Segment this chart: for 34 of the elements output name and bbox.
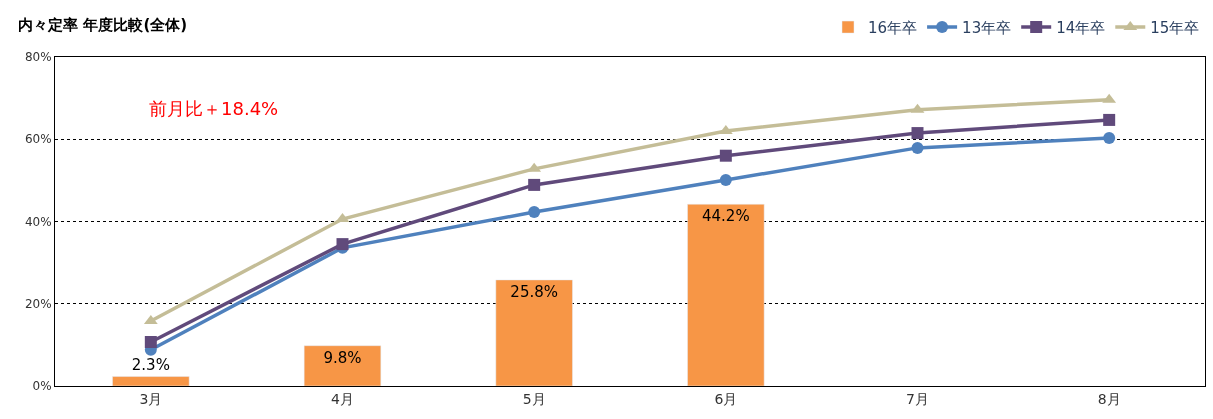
point: [1103, 113, 1116, 126]
x-tick-label: 8月: [1097, 390, 1121, 407]
data-label: 9.8%: [323, 348, 362, 367]
y-tick-label: 80%: [24, 50, 52, 65]
chart-title: 内々定率 年度比較(全体): [18, 16, 188, 35]
point: [911, 141, 924, 154]
point: [719, 149, 732, 162]
x-tick-label: 4月: [331, 390, 354, 407]
x-tick-label: 5月: [522, 390, 546, 407]
bar: [112, 376, 190, 386]
x-tick-label: 6月: [714, 390, 738, 407]
y-tick-label: 20%: [24, 296, 52, 311]
legend-label: 15年卒: [1150, 18, 1200, 37]
point: [528, 206, 541, 219]
point: [911, 127, 924, 140]
x-tick-label: 3月: [139, 390, 163, 407]
point: [528, 178, 541, 191]
y-tick-label: 60%: [24, 132, 52, 147]
bar: [687, 203, 765, 386]
data-label: 2.3%: [131, 355, 170, 374]
legend-label: 13年卒: [962, 18, 1012, 37]
annotation: 前月比＋18.4%: [149, 98, 279, 119]
data-label: 25.8%: [510, 282, 558, 301]
y-tick-label: 0%: [32, 379, 52, 394]
y-tick-label: 40%: [24, 214, 52, 229]
bar: [495, 279, 573, 386]
data-label: 44.2%: [702, 207, 750, 226]
bar: [303, 345, 382, 386]
point: [719, 173, 732, 186]
point: [144, 336, 157, 348]
x-tick-label: 7月: [906, 390, 929, 407]
point: [1103, 132, 1116, 145]
legend-label: 14年卒: [1056, 18, 1106, 37]
legend-label: 16年卒: [868, 18, 918, 37]
